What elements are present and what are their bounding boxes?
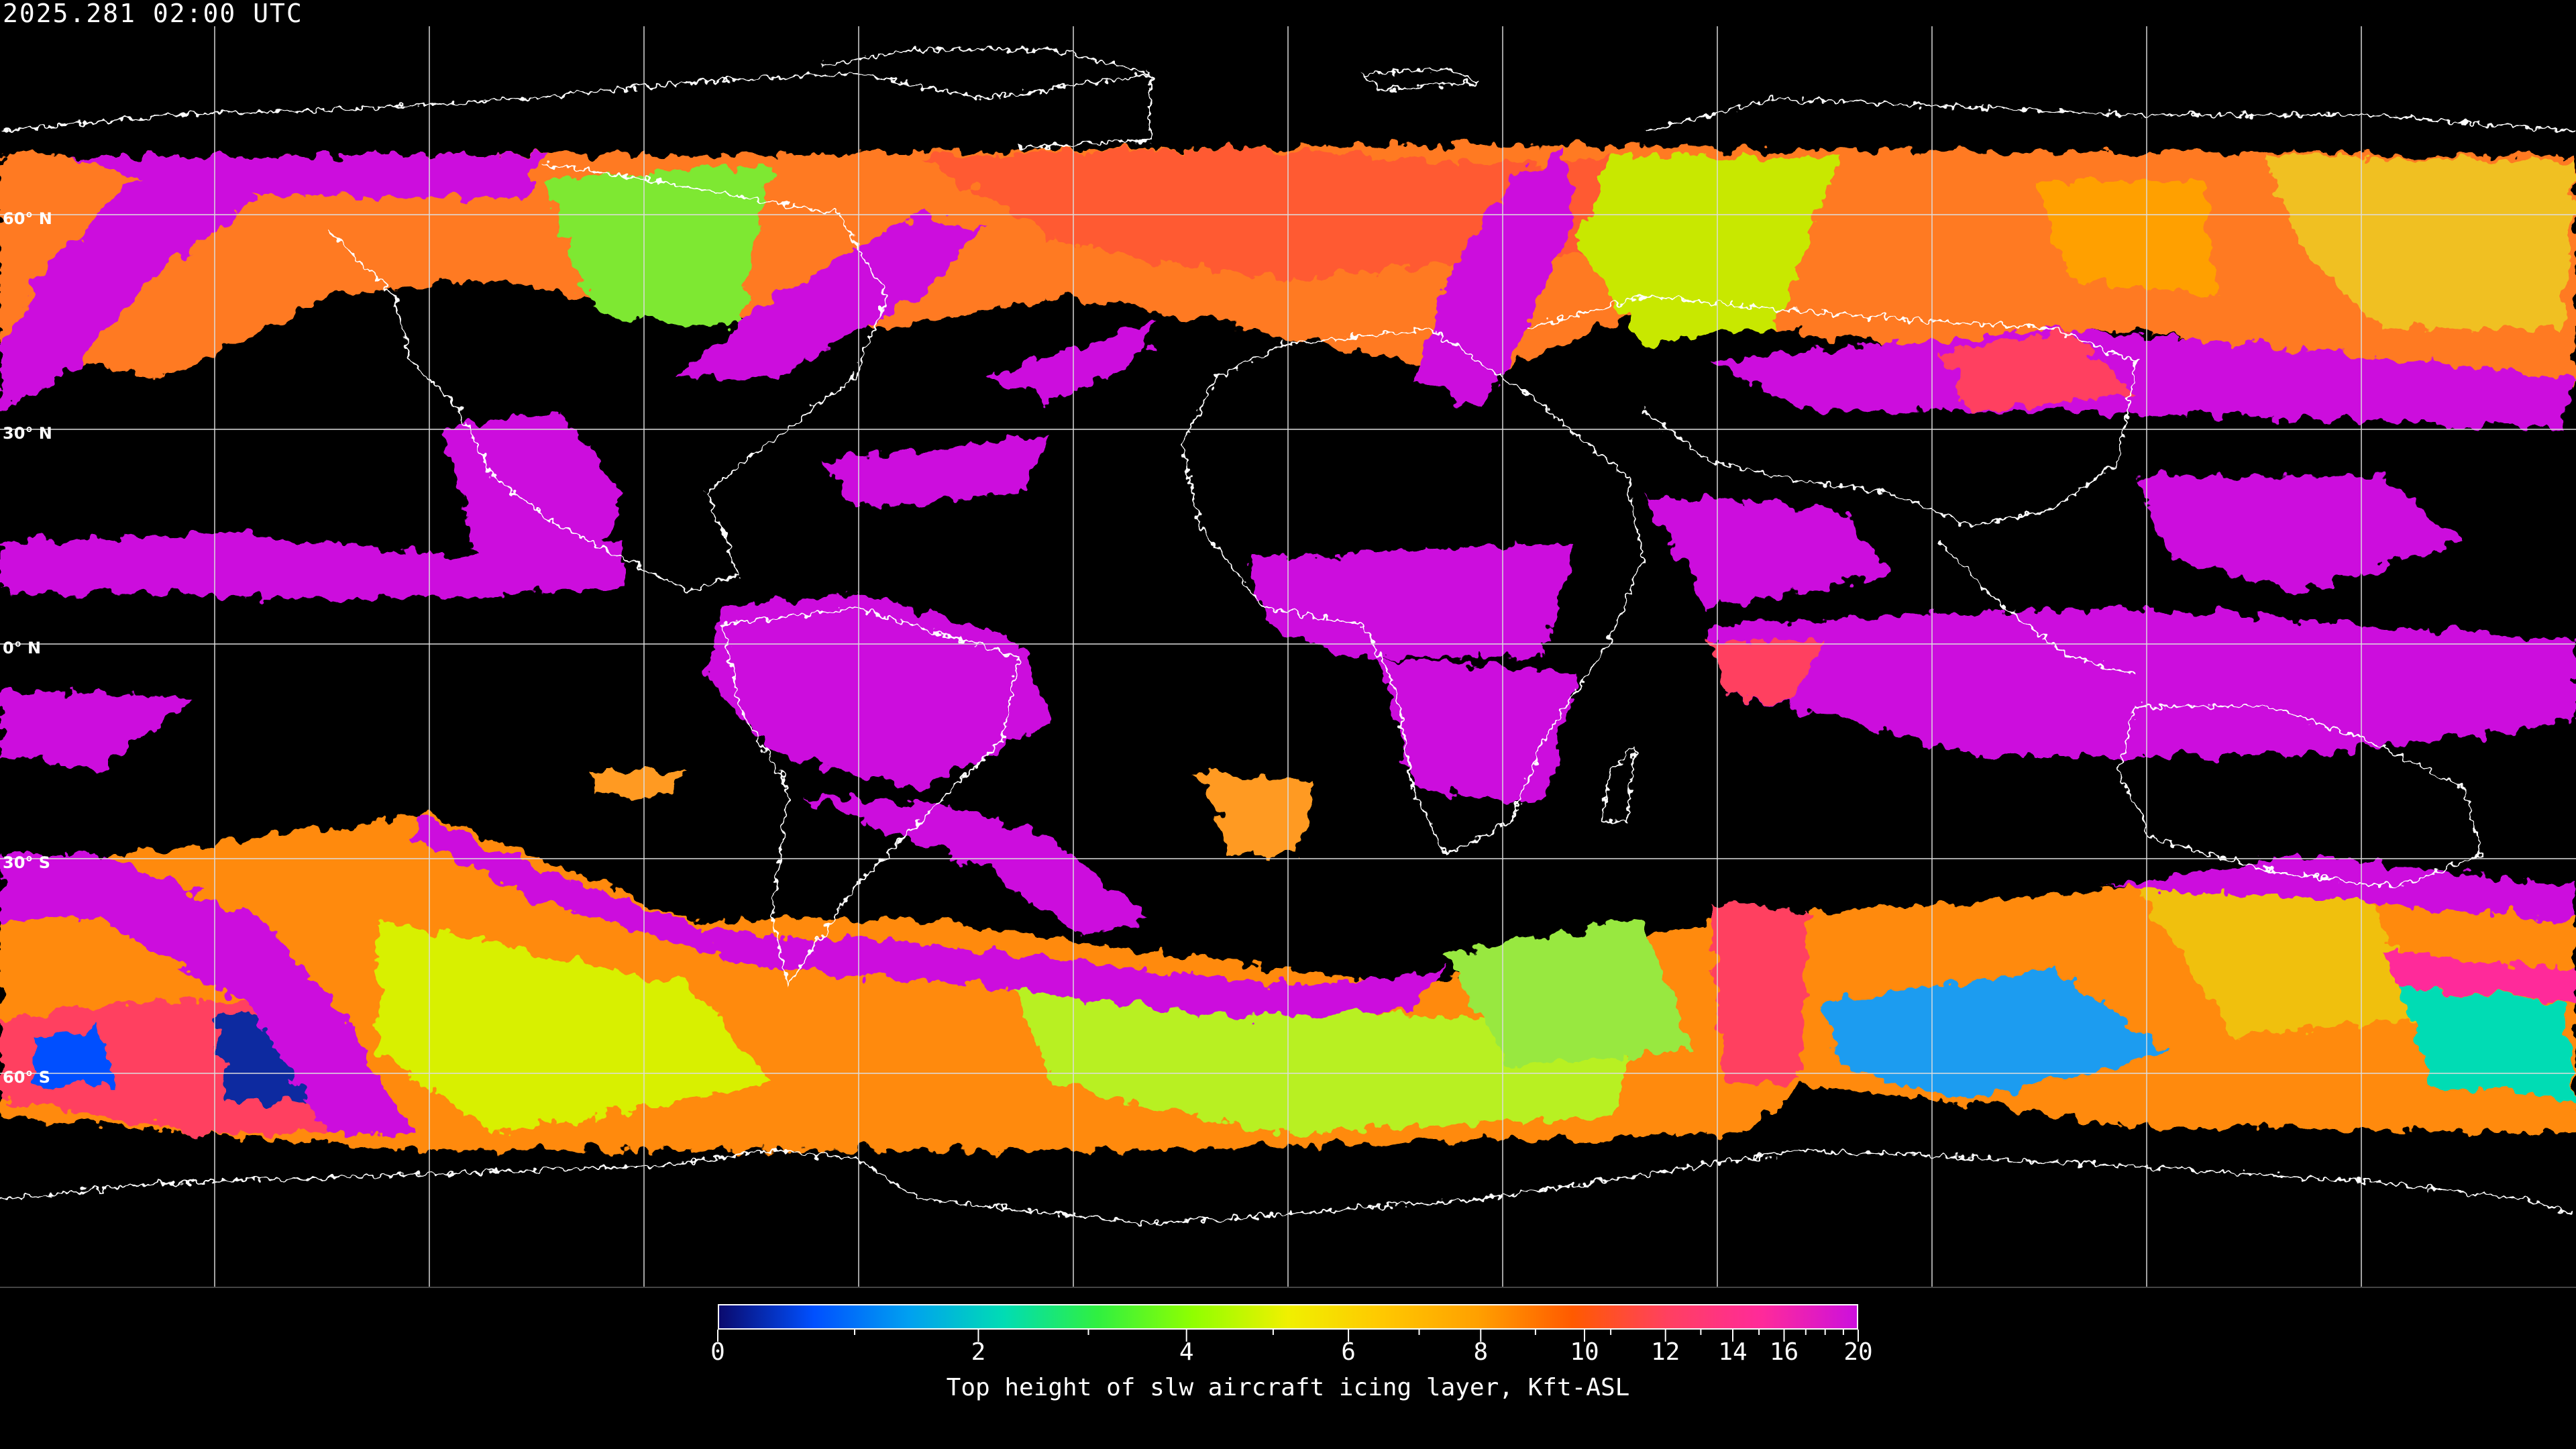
lat-label-30n: 30° N (3, 424, 52, 443)
lat-label-60n: 60° N (3, 209, 52, 228)
colorbar-tick-label: 20 (1843, 1338, 1873, 1366)
lat-label-0n: 0° N (3, 639, 42, 657)
coastlines (0, 48, 2576, 1225)
lat-label-30s: 30° S (3, 853, 51, 872)
colorbar-tick-label: 2 (971, 1338, 986, 1366)
colorbar-label: Top height of slw aircraft icing layer, … (946, 1374, 1630, 1401)
icing-map (0, 26, 2576, 1288)
map-bottom-border (0, 1287, 2576, 1288)
colorbar-tick-label: 8 (1473, 1338, 1489, 1366)
colorbar-tick-label: 6 (1341, 1338, 1356, 1366)
colorbar-tick-label: 14 (1718, 1338, 1748, 1366)
timestamp-title: 2025.281 02:00 UTC (3, 0, 303, 28)
lat-label-60s: 60° S (3, 1068, 51, 1087)
colorbar-tick-label: 16 (1769, 1338, 1799, 1366)
colorbar-tick-label: 0 (710, 1338, 725, 1366)
colorbar-tick-label: 10 (1570, 1338, 1599, 1366)
colorbar-tick-label: 12 (1651, 1338, 1680, 1366)
colorbar-tick-label: 4 (1179, 1338, 1194, 1366)
colorbar (718, 1304, 1858, 1330)
graticule (0, 26, 2576, 1288)
